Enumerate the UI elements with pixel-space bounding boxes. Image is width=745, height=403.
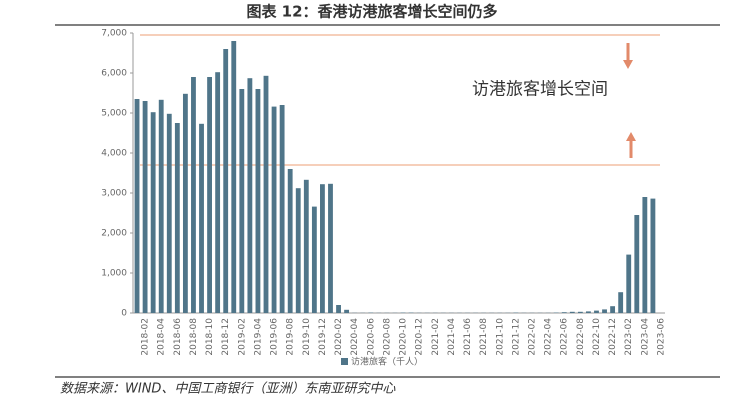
arrow-down bbox=[623, 43, 633, 69]
y-tick-label: 2,000 bbox=[101, 229, 127, 239]
bar bbox=[586, 311, 591, 313]
bar bbox=[142, 101, 148, 313]
bar bbox=[150, 112, 156, 313]
x-tick-label: 2019-04 bbox=[253, 318, 263, 356]
bar bbox=[602, 309, 607, 313]
bar bbox=[561, 312, 567, 313]
y-tick-label: 3,000 bbox=[101, 189, 127, 199]
bar bbox=[634, 215, 640, 313]
source: 数据来源：WIND、中国工商银行（亚洲）东南亚研究中心 bbox=[60, 381, 396, 397]
bar bbox=[215, 72, 221, 313]
y-tick-label: 7,000 bbox=[101, 29, 127, 39]
x-tick-label: 2020-02 bbox=[334, 318, 344, 356]
bar bbox=[320, 184, 325, 313]
x-tick-label: 2020-10 bbox=[399, 318, 409, 356]
x-tick-label: 2019-06 bbox=[270, 318, 280, 356]
x-tick-label: 2019-02 bbox=[237, 318, 247, 356]
x-tick-label: 2021-04 bbox=[447, 318, 457, 356]
x-tick-label: 2018-08 bbox=[189, 318, 199, 356]
x-tick-label: 2020-06 bbox=[366, 318, 376, 356]
bar bbox=[279, 105, 285, 313]
bar bbox=[344, 309, 350, 313]
x-tick-label: 2018-04 bbox=[157, 318, 167, 356]
bar bbox=[650, 198, 656, 313]
legend-swatch bbox=[341, 358, 348, 365]
y-tick-label: 0 bbox=[121, 309, 127, 319]
x-tick-label: 2018-10 bbox=[205, 318, 215, 356]
bar bbox=[247, 78, 253, 313]
bar bbox=[231, 41, 237, 313]
bar bbox=[311, 206, 317, 313]
x-tick-label: 2018-02 bbox=[141, 318, 151, 356]
bar bbox=[569, 311, 575, 313]
bar bbox=[255, 89, 261, 313]
bar bbox=[182, 93, 188, 313]
x-tick-label: 2021-10 bbox=[495, 318, 505, 356]
x-tick-label: 2023-06 bbox=[656, 318, 666, 356]
y-tick-label: 5,000 bbox=[101, 109, 127, 119]
bar bbox=[577, 311, 583, 313]
bar bbox=[610, 306, 616, 313]
bar bbox=[239, 89, 245, 313]
x-tick-label: 2022-02 bbox=[528, 318, 538, 356]
annotation: 访港旅客增长空间 bbox=[472, 80, 608, 100]
x-tick-label: 2019-08 bbox=[286, 318, 296, 356]
x-tick-label: 2021-08 bbox=[479, 318, 489, 356]
bar bbox=[618, 292, 624, 313]
x-tick-label: 2021-06 bbox=[463, 318, 473, 356]
x-tick-label: 2023-02 bbox=[624, 318, 634, 356]
x-tick-label: 2020-04 bbox=[350, 318, 360, 356]
bar bbox=[303, 179, 309, 313]
y-tick-label: 4,000 bbox=[101, 149, 127, 159]
bar bbox=[642, 197, 648, 313]
x-tick-label: 2021-12 bbox=[511, 318, 521, 356]
bar bbox=[223, 49, 229, 313]
bar bbox=[191, 77, 196, 313]
bar bbox=[271, 106, 277, 313]
x-tick-label: 2022-10 bbox=[592, 318, 602, 356]
x-tick-label: 2020-12 bbox=[415, 318, 425, 356]
bar bbox=[287, 169, 293, 313]
x-tick-label: 2022-04 bbox=[544, 318, 554, 356]
y-tick-label: 6,000 bbox=[101, 69, 127, 79]
x-tick-label: 2018-12 bbox=[221, 318, 231, 356]
arrow-up bbox=[626, 132, 636, 158]
x-tick-label: 2019-10 bbox=[302, 318, 312, 356]
x-tick-label: 2018-06 bbox=[173, 318, 183, 356]
bar bbox=[199, 123, 204, 313]
bar bbox=[336, 305, 341, 313]
bar bbox=[626, 254, 632, 313]
y-tick-label: 1,000 bbox=[101, 269, 127, 279]
x-tick-label: 2022-06 bbox=[560, 318, 570, 356]
bar bbox=[158, 99, 164, 313]
x-tick-label: 2022-12 bbox=[608, 318, 618, 356]
chart-title: 图表 12：香港访港旅客增长空间仍多 bbox=[246, 3, 497, 21]
bar bbox=[134, 99, 140, 313]
legend-label: 访港旅客（千人） bbox=[351, 356, 423, 368]
bar bbox=[174, 123, 180, 313]
bar bbox=[295, 188, 301, 313]
x-tick-label: 2019-12 bbox=[318, 318, 328, 356]
x-tick-label: 2021-02 bbox=[431, 318, 441, 356]
bar bbox=[166, 113, 172, 313]
bar bbox=[263, 75, 269, 313]
x-tick-label: 2020-08 bbox=[382, 318, 392, 356]
bar bbox=[594, 310, 599, 313]
x-tick-label: 2022-08 bbox=[576, 318, 586, 356]
bar bbox=[207, 77, 212, 313]
x-tick-label: 2023-04 bbox=[640, 318, 650, 356]
bar bbox=[328, 183, 333, 313]
